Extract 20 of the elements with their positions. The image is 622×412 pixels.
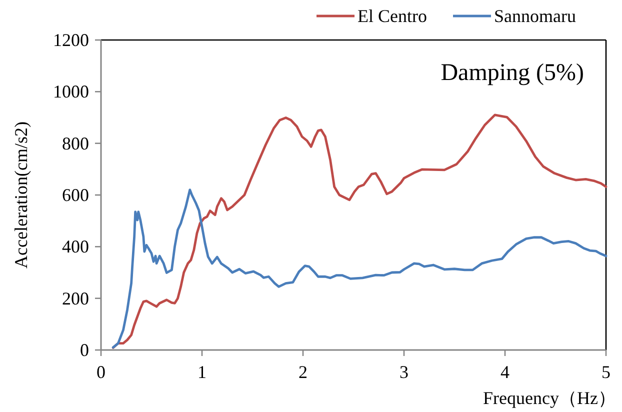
line-series: [112, 188, 608, 349]
y-axis-title: Acceleration(cm/s2): [11, 122, 31, 268]
y-tick-label: 400: [62, 236, 89, 257]
y-tick-label: 200: [62, 288, 89, 308]
x-tick-label: 2: [298, 362, 308, 382]
x-tick-label: 3: [400, 362, 408, 382]
x-axis-title: Frequency（Hz）: [483, 388, 616, 408]
y-tick-label: 800: [62, 133, 89, 154]
legend-label: El Centro: [358, 6, 428, 26]
x-tick-label: 5: [602, 362, 610, 382]
y-tick-label: 1200: [53, 30, 89, 50]
x-tick-label: 0: [96, 362, 106, 382]
x-tick-label: 1: [198, 362, 206, 382]
x-tick-label: 4: [500, 362, 510, 382]
annotation: Damping (5%): [440, 60, 584, 86]
legend-label: Sannomaru: [494, 6, 576, 26]
y-tick-label: 600: [62, 185, 89, 205]
y-tick-label: 0: [80, 340, 89, 360]
y-tick-label: 1000: [53, 82, 89, 102]
line-series: [112, 114, 608, 349]
